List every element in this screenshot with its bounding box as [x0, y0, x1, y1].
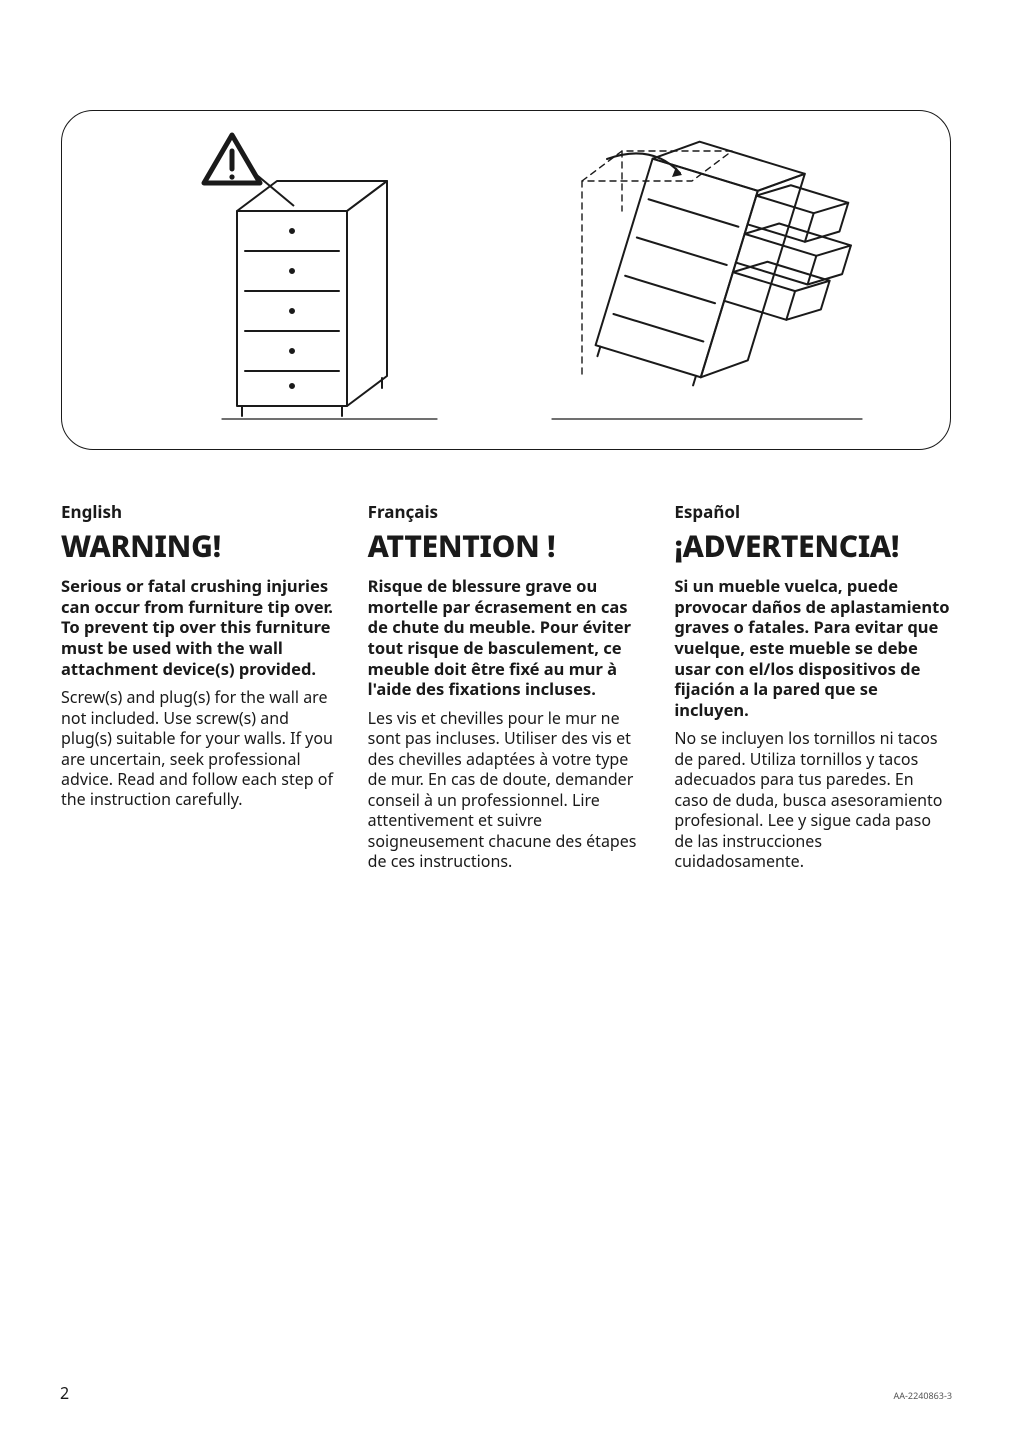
- lang-label: Español: [674, 500, 951, 523]
- column-french: Français ATTENTION ! Risque de blessure …: [368, 500, 645, 872]
- document-id: AA-2240863-3: [894, 1389, 952, 1402]
- column-english: English WARNING! Serious or fatal crushi…: [61, 500, 338, 872]
- bold-warning-text: Risque de blessure grave ou mortelle par…: [368, 576, 645, 700]
- body-text: Screw(s) and plug(s) for the wall are no…: [61, 687, 338, 810]
- lang-label: Français: [368, 500, 645, 523]
- headline: ATTENTION !: [368, 525, 645, 566]
- page: English WARNING! Serious or fatal crushi…: [0, 0, 1012, 1432]
- warning-illustration: [61, 110, 951, 450]
- body-text: Les vis et chevilles pour le mur ne sont…: [368, 708, 645, 872]
- page-number: 2: [60, 1382, 69, 1404]
- lang-label: English: [61, 500, 338, 523]
- bold-warning-text: Si un mueble vuelca, puede provocar daño…: [674, 576, 951, 720]
- text-columns: English WARNING! Serious or fatal crushi…: [61, 500, 951, 872]
- body-text: No se incluyen los tornillos ni tacos de…: [674, 728, 951, 871]
- column-spanish: Español ¡ADVERTENCIA! Si un mueble vuelc…: [674, 500, 951, 872]
- headline: ¡ADVERTENCIA!: [674, 525, 951, 566]
- bold-warning-text: Serious or fatal crushing injuries can o…: [61, 576, 338, 679]
- headline: WARNING!: [61, 525, 338, 566]
- tip-over-diagram: [62, 111, 951, 450]
